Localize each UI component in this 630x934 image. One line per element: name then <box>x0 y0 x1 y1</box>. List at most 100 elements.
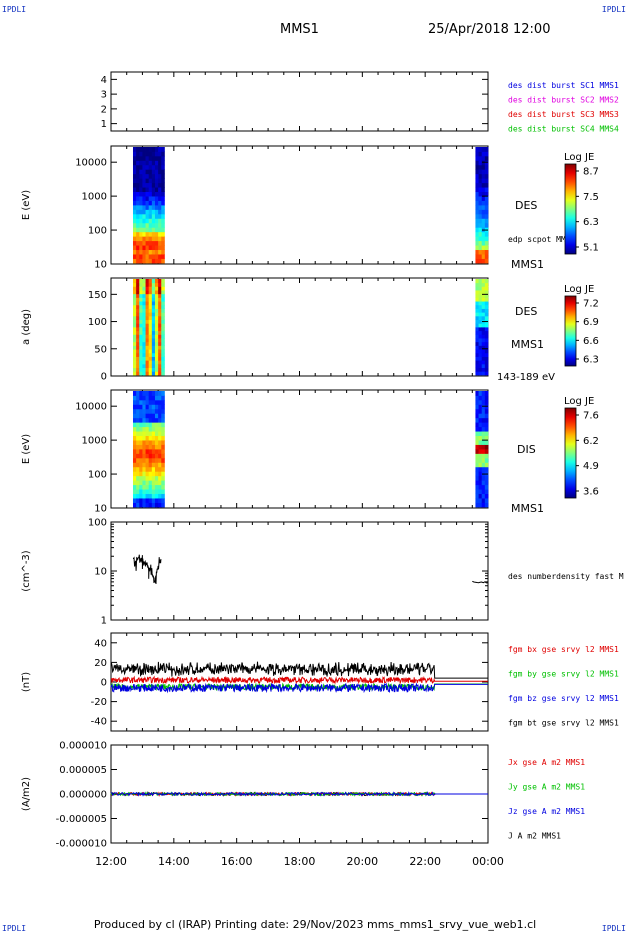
burst-tick-label: 2 <box>101 104 107 115</box>
des-pitch-mms-label: MMS1 <box>511 338 544 351</box>
current-tick-label: -0.000005 <box>56 814 107 825</box>
density-tick-label: 100 <box>88 518 107 529</box>
time-tick-label: 20:00 <box>346 855 378 868</box>
fgm-legend-entry: fgm bt gse srvy l2 MMS1 <box>508 719 619 728</box>
des-pitch-energy-label: 143-189 eV <box>497 372 555 383</box>
dis-energy-tick-label: 10000 <box>75 402 107 413</box>
des-energy-colorbar-tick: 6.3 <box>583 217 599 228</box>
fgm-tick-label: -40 <box>91 717 107 728</box>
burst-legend-entry: des dist burst SC3 MMS3 <box>508 110 619 119</box>
des-pitch-colorbar-tick: 6.9 <box>583 317 599 328</box>
des-energy-mms-label: MMS1 <box>511 258 544 271</box>
des-energy-tick-label: 10000 <box>75 158 107 169</box>
dis-energy-colorbar-tick: 3.6 <box>583 487 599 498</box>
current-tick-label: 0.000000 <box>59 790 107 801</box>
des-energy-colorbar-title: Log JE <box>564 152 594 163</box>
des-pitch-colorbar-tick: 6.6 <box>583 336 599 347</box>
time-tick-label: 00:00 <box>472 855 504 868</box>
current-legend-entry: J A m2 MMS1 <box>508 832 561 841</box>
des-energy-tick-label: 10 <box>94 260 107 271</box>
time-tick-label: 18:00 <box>284 855 316 868</box>
dis-energy-ylabel: E (eV) <box>21 434 32 464</box>
des-pitch-label: DES <box>515 305 537 318</box>
density-series-line <box>472 580 488 584</box>
des-energy-colorbar-tick: 7.5 <box>583 192 599 203</box>
dis-energy-colorbar-tick: 7.6 <box>583 411 599 422</box>
fgm-legend-entry: fgm bx gse srvy l2 MMS1 <box>508 645 619 654</box>
density-ylabel: (cm^-3) <box>21 550 32 591</box>
fgm-tick-label: -20 <box>91 697 107 708</box>
des-energy-colorbar-tick: 8.7 <box>583 167 599 178</box>
fgm-series-line <box>110 661 488 679</box>
dis-energy-colorbar-tick: 6.2 <box>583 436 599 447</box>
des-pitch-ylabel: a (deg) <box>21 309 32 345</box>
burst-tick-label: 3 <box>101 90 107 101</box>
des-pitch-heatmap <box>132 279 489 376</box>
des-pitch-tick-label: 50 <box>94 344 107 355</box>
dis-energy-tick-label: 100 <box>88 470 107 481</box>
current-tick-label: 0.000010 <box>59 741 107 752</box>
des-energy-tick-label: 1000 <box>82 192 107 203</box>
dis-energy-heatmap <box>132 391 489 508</box>
corner-label-top-right: IPDLI <box>601 5 626 14</box>
time-tick-label: 12:00 <box>95 855 127 868</box>
dis-energy-colorbar <box>564 407 577 499</box>
burst-legend-entry: des dist burst SC2 MMS2 <box>508 96 619 105</box>
spacecraft-title: MMS1 <box>280 22 319 37</box>
density-tick-label: 10 <box>94 567 107 578</box>
density-series-line <box>133 554 162 585</box>
corner-label-top-left: IPDLI <box>2 5 27 14</box>
datetime-title: 25/Apr/2018 12:00 <box>428 22 551 37</box>
dis-energy-colorbar-title: Log JE <box>564 396 594 407</box>
current-legend-entry: Jx gse A m2 MMS1 <box>508 758 585 767</box>
des-pitch-colorbar <box>564 295 577 367</box>
burst-legend-entry: des dist burst SC4 MMS4 <box>508 125 619 134</box>
current-tick-label: 0.000005 <box>59 765 107 776</box>
footer-credit: Produced by cl (IRAP) Printing date: 29/… <box>93 918 537 931</box>
des-energy-frame <box>110 145 489 265</box>
des-energy-ylabel: E (eV) <box>21 190 32 220</box>
des-energy-heatmap <box>132 147 489 264</box>
corner-label-bottom-left: IPDLI <box>2 924 27 933</box>
time-tick-label: 14:00 <box>158 855 190 868</box>
des-pitch-colorbar-title: Log JE <box>564 284 594 295</box>
des-pitch-tick-label: 150 <box>88 290 107 301</box>
time-tick-label: 22:00 <box>409 855 441 868</box>
des-energy-scpot-label: edp scpot MMS1 <box>508 235 576 244</box>
fgm-tick-label: 0 <box>101 678 107 689</box>
dis-energy-label: DIS <box>517 443 536 456</box>
fgm-legend-entry: fgm bz gse srvy l2 MMS1 <box>508 694 619 703</box>
density-legend-entry: des numberdensity fast M <box>508 572 624 581</box>
current-tick-label: -0.000010 <box>56 839 107 850</box>
density-tick-label: 1 <box>101 616 107 627</box>
dis-energy-tick-label: 10 <box>94 504 107 515</box>
corner-label-bottom-right: IPDLI <box>601 924 626 933</box>
dis-energy-colorbar-tick: 4.9 <box>583 461 599 472</box>
burst-tick-label: 4 <box>101 75 107 86</box>
burst-panel-frame <box>110 71 489 132</box>
time-tick-label: 16:00 <box>221 855 253 868</box>
des-pitch-tick-label: 0 <box>101 372 107 383</box>
current-ylabel: (A/m2) <box>21 777 32 811</box>
dis-energy-frame <box>110 389 489 509</box>
dis-energy-tick-label: 1000 <box>82 436 107 447</box>
fgm-ylabel: (nT) <box>21 672 32 692</box>
burst-legend-entry: des dist burst SC1 MMS1 <box>508 81 619 90</box>
des-pitch-tick-label: 100 <box>88 317 107 328</box>
current-legend-entry: Jz gse A m2 MMS1 <box>508 807 585 816</box>
fgm-legend-entry: fgm by gse srvy l2 MMS1 <box>508 670 619 679</box>
des-energy-tick-label: 100 <box>88 226 107 237</box>
des-pitch-colorbar-tick: 6.3 <box>583 355 599 366</box>
burst-tick-label: 1 <box>101 119 107 130</box>
current-series-line <box>110 791 488 797</box>
dis-energy-mms-label: MMS1 <box>511 502 544 515</box>
density-frame <box>110 521 489 621</box>
des-energy-label: DES <box>515 199 537 212</box>
fgm-tick-label: 40 <box>94 638 107 649</box>
fgm-series-line <box>111 675 488 685</box>
des-energy-colorbar-tick: 5.1 <box>583 243 599 254</box>
des-energy-colorbar <box>564 163 577 255</box>
des-pitch-frame <box>110 277 489 377</box>
current-legend-entry: Jy gse A m2 MMS1 <box>508 783 585 792</box>
